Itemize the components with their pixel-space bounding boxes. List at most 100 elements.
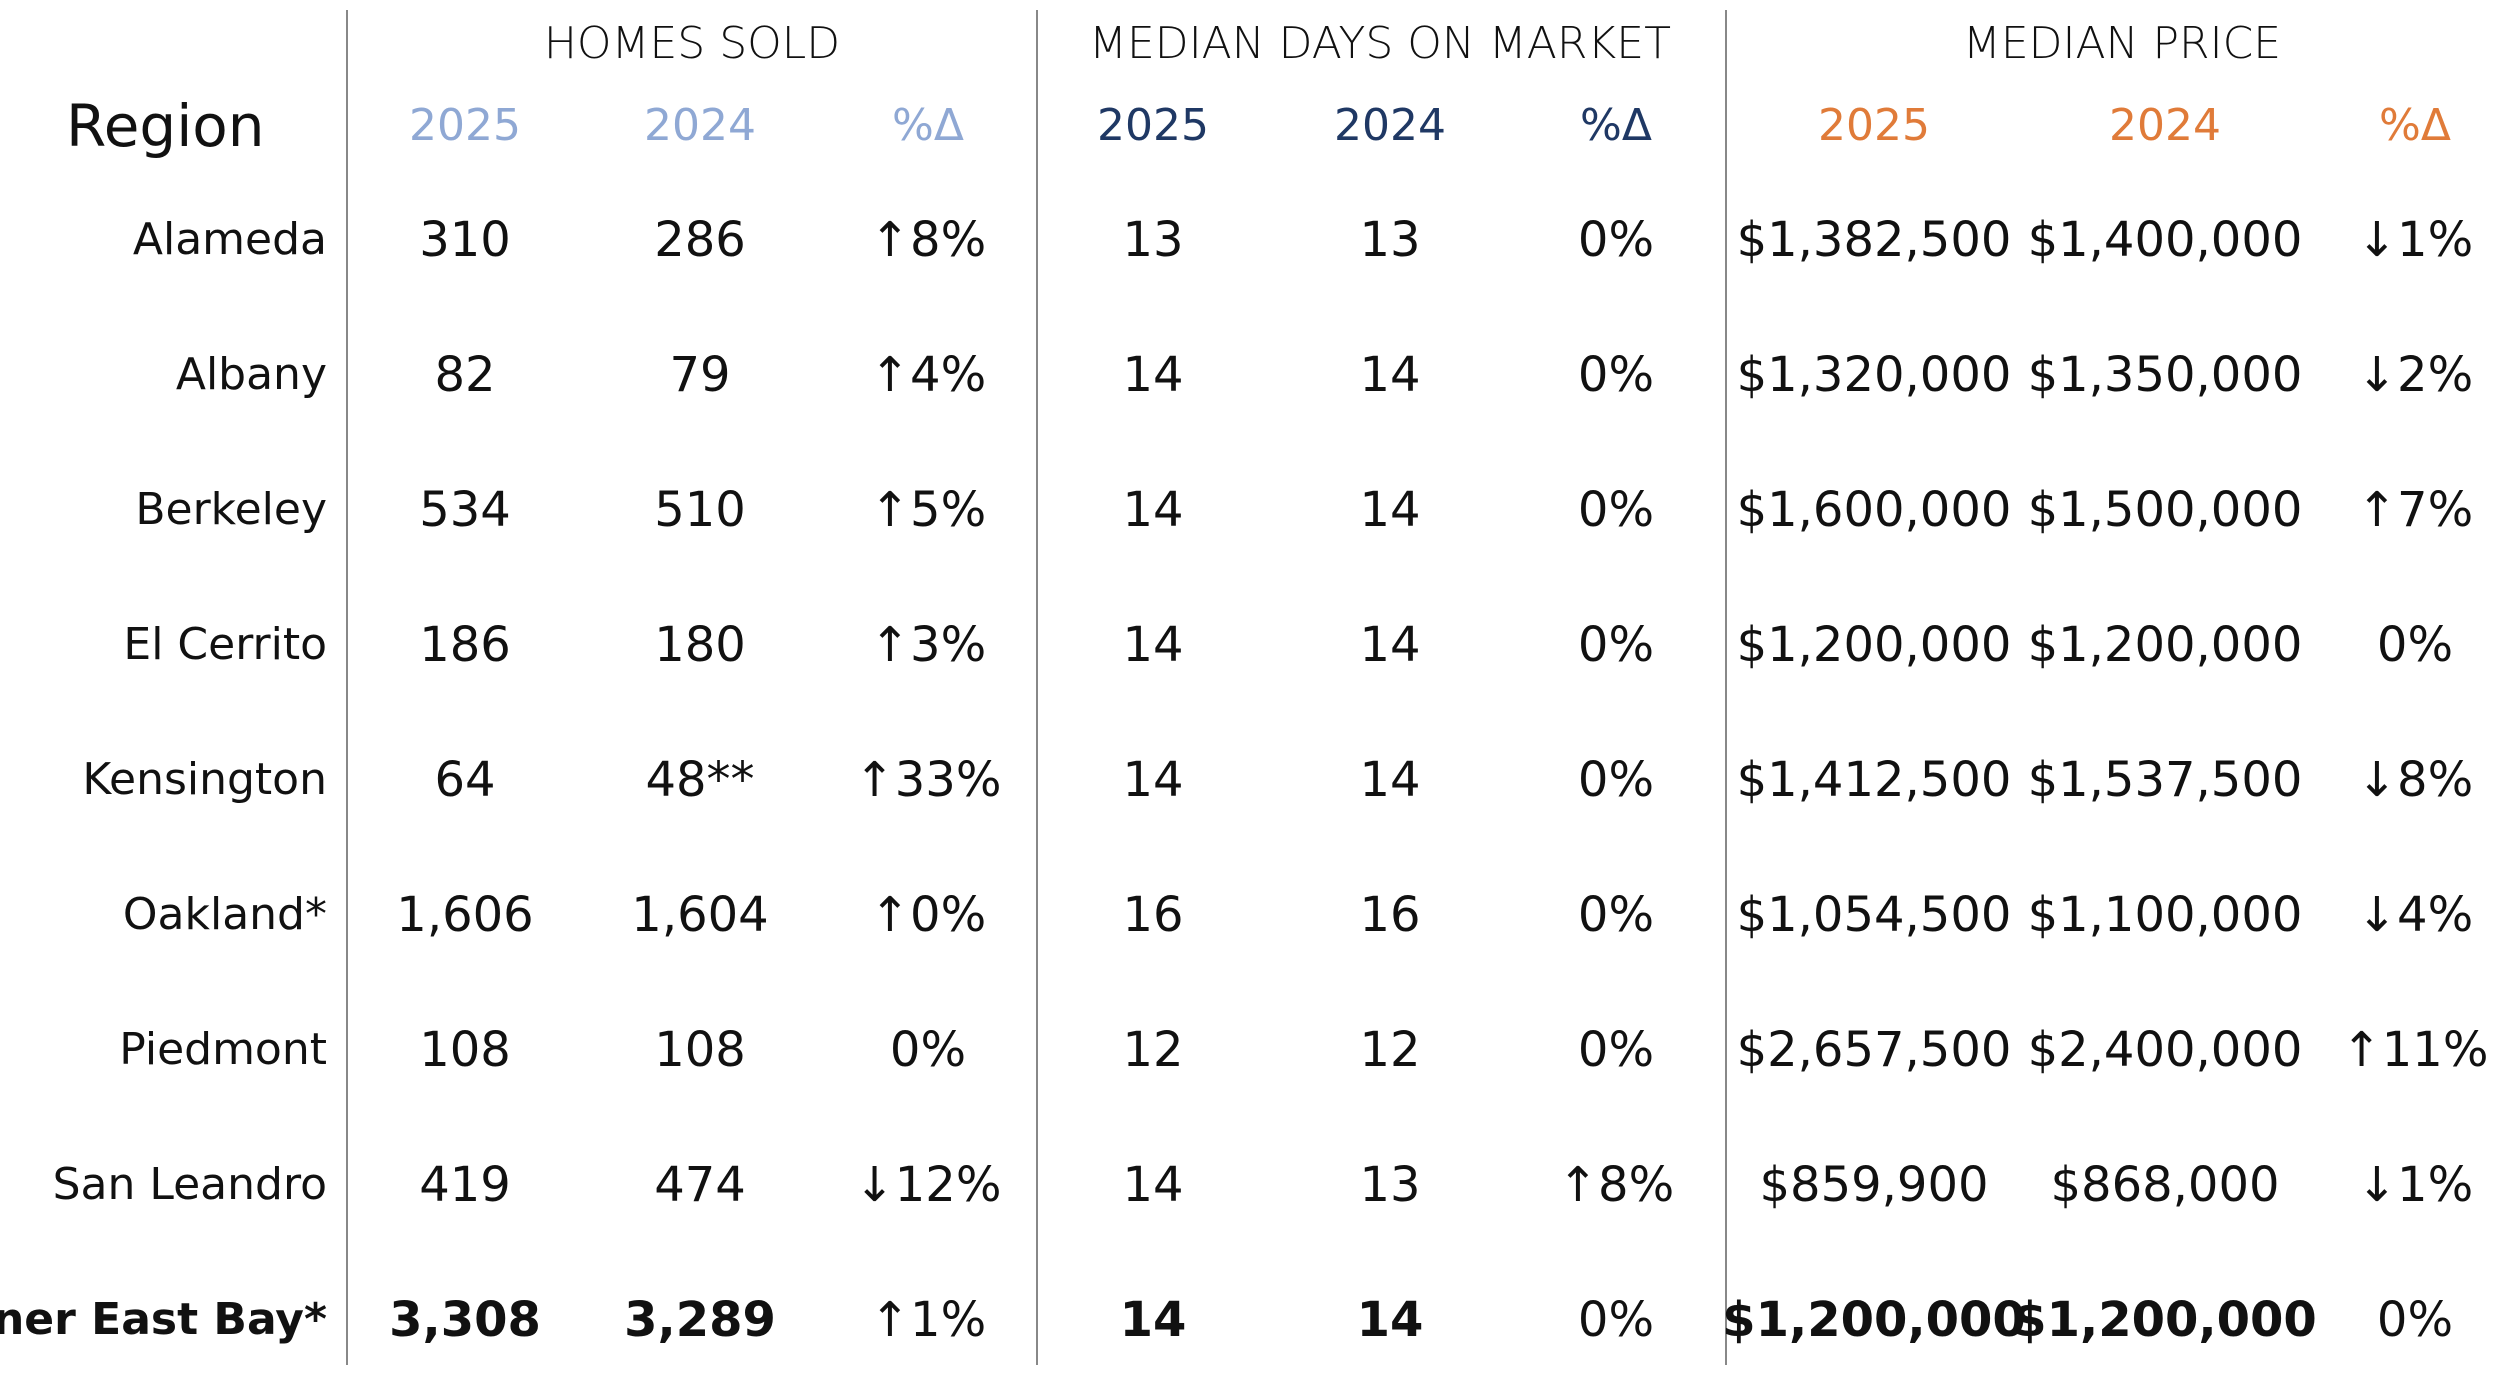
column-header: 2025 [1818,100,1930,151]
cell: ↑8% [869,212,987,268]
cell: 14 [1359,752,1421,808]
cell: 510 [654,482,746,538]
cell: 13 [1359,212,1421,268]
cell: 13 [1122,212,1184,268]
cell: ↓4% [2356,887,2474,943]
cell: ↓12% [854,1157,1002,1213]
cell: 474 [654,1157,746,1213]
cell: 13 [1359,1157,1421,1213]
cell: $2,400,000 [2027,1022,2303,1078]
cell: 0% [1577,617,1655,673]
cell: 0% [1577,1022,1655,1078]
cell: 14 [1356,1292,1424,1348]
cell: 79 [669,347,731,403]
region-name: El Cerrito [123,619,327,670]
cell: 16 [1122,887,1184,943]
cell: $1,200,000 [2013,1292,2317,1348]
cell: $1,200,000 [1722,1292,2026,1348]
cell: 0% [1577,1292,1655,1348]
cell: 310 [419,212,511,268]
cell: $1,400,000 [2027,212,2303,268]
cell: $1,350,000 [2027,347,2303,403]
cell: $1,537,500 [2027,752,2303,808]
cell: ↑33% [854,752,1002,808]
cell: ↓8% [2356,752,2474,808]
cell: 48** [645,752,755,808]
cell: 3,308 [389,1292,541,1348]
cell: 180 [654,617,746,673]
cell: ↑0% [869,887,987,943]
cell: ↑4% [869,347,987,403]
cell: 186 [419,617,511,673]
cell: 64 [434,752,496,808]
cell: $868,000 [2050,1157,2280,1213]
cell: 82 [434,347,496,403]
cell: $1,054,500 [1736,887,2012,943]
cell: 108 [654,1022,746,1078]
cell: ↓1% [2356,212,2474,268]
cell: 0% [1577,752,1655,808]
cell: 0% [1577,347,1655,403]
cell: ↑5% [869,482,987,538]
group-title: MEDIAN PRICE [1962,18,2282,69]
column-header: 2025 [1097,100,1209,151]
column-header: %Δ [1580,100,1652,151]
region-name: Albany [175,349,327,400]
cell: ↓1% [2356,1157,2474,1213]
cell: 0% [1577,212,1655,268]
cell: $1,320,000 [1736,347,2012,403]
cell: ↓2% [2356,347,2474,403]
column-header: %Δ [2379,100,2451,151]
cell: $859,900 [1759,1157,1989,1213]
cell: 1,604 [631,887,769,943]
cell: 14 [1122,1157,1184,1213]
cell: 3,289 [624,1292,776,1348]
cell: ↑11% [2341,1022,2489,1078]
cell: 0% [889,1022,967,1078]
cell: $1,200,000 [1736,617,2012,673]
column-header: 2024 [2109,100,2221,151]
region-name: Oakland* [122,889,327,940]
cell: 14 [1122,347,1184,403]
cell: 14 [1359,617,1421,673]
cell: 0% [1577,887,1655,943]
cell: 14 [1359,347,1421,403]
cell: $1,200,000 [2027,617,2303,673]
cell: $1,412,500 [1736,752,2012,808]
group-title: HOMES SOLD [543,18,841,69]
divider [1036,10,1038,1365]
cell: $1,600,000 [1736,482,2012,538]
divider [346,10,348,1365]
region-name: Inner East Bay* [0,1294,327,1345]
cell: ↑8% [1557,1157,1675,1213]
cell: $1,382,500 [1736,212,2012,268]
cell: 1,606 [396,887,534,943]
cell: 14 [1359,482,1421,538]
column-header: 2025 [409,100,521,151]
cell: 12 [1359,1022,1421,1078]
cell: 0% [1577,482,1655,538]
cell: $2,657,500 [1736,1022,2012,1078]
region-header: Region [66,92,265,160]
cell: $1,500,000 [2027,482,2303,538]
cell: 14 [1122,482,1184,538]
region-name: San Leandro [52,1159,327,1210]
region-name: Berkeley [135,484,327,535]
cell: ↑1% [869,1292,987,1348]
cell: $1,100,000 [2027,887,2303,943]
cell: 0% [2376,1292,2454,1348]
column-header: 2024 [1334,100,1446,151]
cell: 286 [654,212,746,268]
cell: 14 [1122,617,1184,673]
group-title: MEDIAN DAYS ON MARKET [1089,18,1671,69]
cell: 12 [1122,1022,1184,1078]
region-name: Piedmont [119,1024,327,1075]
cell: 534 [419,482,511,538]
column-header: %Δ [892,100,964,151]
cell: ↑7% [2356,482,2474,538]
divider [1725,10,1727,1365]
cell: 419 [419,1157,511,1213]
cell: ↑3% [869,617,987,673]
cell: 14 [1122,752,1184,808]
